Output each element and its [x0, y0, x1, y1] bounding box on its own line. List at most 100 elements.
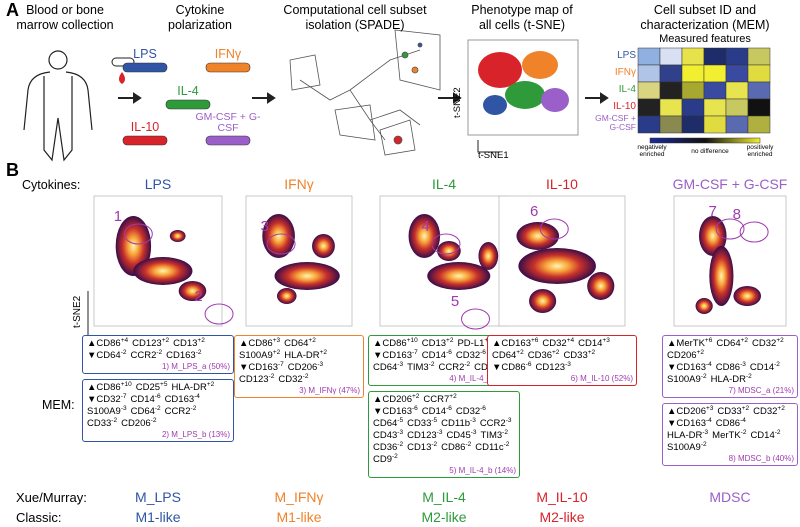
marker-name: CD64 — [284, 338, 309, 349]
density-blob — [518, 248, 596, 284]
marker: S100A9-2 — [667, 373, 707, 386]
marker-score: -2 — [431, 441, 438, 448]
marker: CD64-5 — [373, 417, 403, 430]
marker: CD25+5 — [136, 381, 168, 394]
mem-box: ▲CD163+6 CD32+4 CD14+3CD64+2 CD36+2 CD33+2 ▼C… — [487, 335, 637, 386]
mem-subset-label: 3) M_IFNγ (47%) — [299, 386, 360, 395]
density-blob — [427, 262, 491, 290]
down-arrow: ▼ — [87, 350, 97, 361]
mem-column: ▲CD86+3 CD64+2S100A9+2 HLA-DR+2 ▼CD163-7 CD2… — [234, 335, 364, 403]
mem-column: ▲CD86+4 CD123+2 CD13+2 ▼CD64-2 CCR2-2 CD163-2… — [82, 335, 234, 447]
marker-score: -2 — [745, 373, 752, 380]
marker-score: -2 — [156, 349, 163, 356]
marker-name: CD13 — [173, 338, 198, 349]
marker-score: -6 — [480, 405, 486, 412]
classic-label: M2-like — [421, 509, 467, 525]
mem-subset-label: 1) M_LPS_a (50%) — [161, 362, 230, 371]
tube — [165, 99, 211, 110]
marker: CD206+2 — [382, 393, 419, 406]
marker-name: CD32 — [752, 338, 777, 349]
density-blob — [262, 214, 295, 258]
density-blob — [709, 246, 734, 306]
marker: CD163-4 — [676, 361, 711, 374]
marker-name: CD206 — [667, 350, 697, 361]
marker-name: CD45 — [446, 430, 471, 441]
marker: CD206-3 — [288, 361, 323, 374]
up-arrow: ▲ — [667, 406, 677, 417]
marker-score: -2 — [774, 429, 781, 436]
marker-score: +2 — [197, 337, 205, 344]
down-arrow: ▼ — [239, 362, 249, 373]
marker: CD14-2 — [749, 361, 780, 374]
mem-subset-label: 4) M_IL-4_a (31%) — [449, 374, 516, 383]
marker: CD32+2 — [753, 405, 785, 418]
marker-name: CD206 — [121, 418, 151, 429]
row-label: MEM: — [42, 398, 75, 412]
xue-label: M_LPS — [135, 489, 181, 505]
column-title: IFNγ — [284, 176, 314, 192]
marker-score: -3 — [505, 417, 512, 424]
marker-score: +2 — [740, 337, 749, 344]
marker-name: CD32 — [542, 338, 567, 349]
density-blob — [437, 241, 461, 261]
marker-name: CCR2 — [164, 406, 191, 417]
marker-score: +6 — [704, 337, 713, 344]
tube-label: GM-CSF + G-CSF — [195, 111, 261, 134]
marker-score: +2 — [308, 337, 316, 344]
up-arrow: ▲ — [373, 394, 383, 405]
marker-score: -2 — [428, 361, 435, 368]
marker-score: -7 — [120, 393, 127, 400]
up-arrow: ▲ — [667, 338, 677, 349]
tube — [122, 62, 168, 73]
marker: CD13+2 — [173, 337, 205, 350]
marker: CD32-6 — [456, 349, 486, 362]
heatmap — [637, 47, 771, 144]
mem-subset-label: 6) M_IL-10 (52%) — [570, 374, 633, 383]
subset-number: 5 — [450, 293, 460, 310]
marker-name: CD36 — [373, 442, 398, 453]
marker-score: -2 — [700, 441, 707, 448]
marker: CD33+2 — [717, 405, 749, 418]
marker: CD163-7 — [248, 361, 283, 374]
marker-score: +3 — [602, 337, 610, 344]
marker-name: CD86 — [715, 418, 741, 429]
marker-name: TIM3 — [407, 362, 429, 373]
marker-name: CD13 — [407, 442, 432, 453]
marker-name: CD14 — [749, 362, 775, 373]
mem-line: ▼CD163-4 CD86-3 CD14-2S100A9-2 HLA-DR-2 — [667, 361, 794, 386]
subset-number: 4 — [421, 218, 430, 235]
marker-score: -2 — [503, 441, 510, 448]
mem-line: ▲CD86+10 CD25+5 HLA-DR+2 — [87, 381, 230, 394]
marker-name: CD86 — [96, 338, 121, 349]
down-arrow: ▼ — [667, 362, 677, 373]
marker-name: CD14 — [750, 430, 775, 441]
marker-score: -6 — [154, 393, 161, 400]
marker-name: CD206 — [676, 406, 706, 417]
xue-label: M_IL-10 — [536, 489, 588, 505]
marker-name: CD43 — [373, 430, 398, 441]
marker-score: +2 — [319, 349, 328, 356]
marker-name: CD11c — [475, 442, 504, 453]
marker: CD14-6 — [422, 405, 452, 418]
marker-score: -6 — [480, 349, 486, 356]
column-title: LPS — [144, 176, 172, 192]
up-arrow: ▲ — [87, 338, 97, 349]
row-label: Xue/Murray: — [16, 490, 87, 505]
marker-name: CD163 — [164, 394, 195, 405]
mem-line: ▼CD32-7 CD14-6 CD163-4S100A9-3 CD64-2 CCR2-2… — [87, 393, 230, 430]
heatmap-title: Measured features — [659, 33, 751, 45]
subset-number: 1 — [113, 208, 123, 225]
marker-score: +2 — [161, 337, 170, 344]
marker-name: CD33 — [563, 350, 588, 361]
mem-line: ▼CD163-4 CD86-4HLA-DR-3 MerTK-2 CD14-2S100A… — [667, 417, 794, 454]
marker-score: +10 — [406, 337, 418, 344]
tube — [205, 135, 251, 146]
marker: MerTK+6 — [676, 337, 713, 350]
subset-outline — [266, 233, 296, 255]
colorbar-label: negatively enriched — [637, 144, 667, 158]
subset-number: 3 — [260, 218, 270, 235]
marker-name: MerTK — [676, 338, 705, 349]
marker-name: CD163 — [382, 406, 412, 417]
human-figure — [23, 50, 93, 162]
marker-score: -2 — [302, 373, 309, 380]
